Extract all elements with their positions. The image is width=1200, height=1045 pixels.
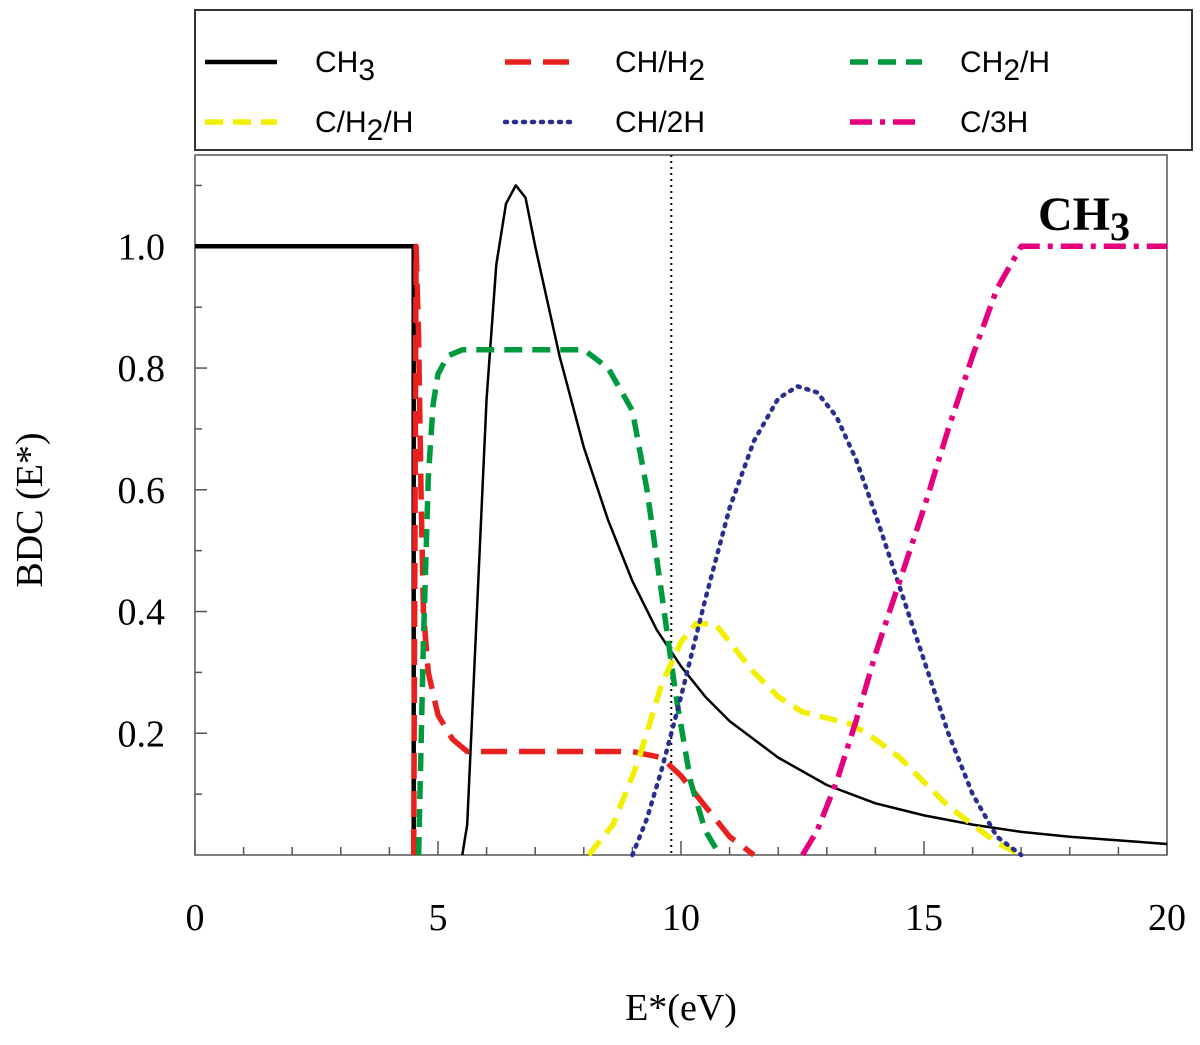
- y-axis-title: BDC (E*): [9, 432, 51, 587]
- legend-box: [194, 9, 1193, 151]
- series-layer: [195, 184, 1168, 858]
- x-axis-ticks: 0 5 10 15 20: [186, 841, 1186, 939]
- series-line-1: [461, 184, 1168, 856]
- series-line-4: [586, 620, 1023, 858]
- x-tick-label: 0: [186, 897, 205, 939]
- y-tick-label: 0.2: [118, 713, 166, 755]
- y-tick-label: 1.0: [118, 226, 166, 268]
- legend-label: CH/H2: [615, 46, 705, 87]
- x-tick-label: 5: [429, 897, 448, 939]
- legend-label: C/3H: [960, 106, 1028, 139]
- chart-annotation: CH3: [1038, 188, 1130, 249]
- annotation-main: CH: [1038, 188, 1110, 241]
- y-tick-label: 0.4: [118, 592, 166, 634]
- x-tick-label: 15: [905, 897, 943, 939]
- legend-label: CH2/H: [960, 46, 1050, 87]
- legend-label: C/H2/H: [315, 106, 413, 147]
- x-axis-title: E*(eV): [625, 987, 737, 1029]
- legend-label: CH3: [315, 46, 375, 87]
- y-tick-label: 0.6: [118, 470, 166, 512]
- legend-label: CH/2H: [615, 106, 705, 139]
- legend: CH3 CH/H2 CH2/H C/H2/H CH/2H C/3H: [205, 46, 1050, 147]
- series-line-2: [410, 243, 756, 858]
- y-tick-label: 0.8: [118, 348, 166, 390]
- x-tick-label: 10: [662, 897, 700, 939]
- y-axis-ticks: 0.2 0.4 0.6 0.8 1.0: [118, 184, 207, 795]
- series-line-5: [630, 384, 1024, 858]
- plot-frame: [194, 154, 1168, 856]
- x-tick-label: 20: [1148, 897, 1186, 939]
- annotation-sub: 3: [1110, 204, 1130, 249]
- series-line-6: [800, 243, 1167, 857]
